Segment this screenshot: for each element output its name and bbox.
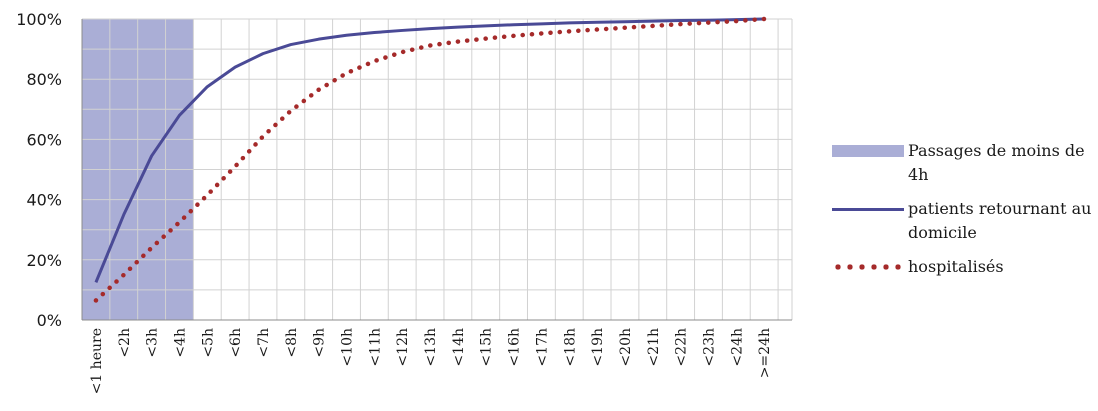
x-tick-label: <21h (646, 328, 662, 367)
series-line-hospitalises (93, 16, 767, 303)
chart-canvas: 0%20%40%60%80%100% <1 heure <2h <3h <4h <5h <… (16, 10, 793, 394)
y-tick-label: 60% (26, 130, 62, 149)
legend-item-highlight: Passages de moins de 4h (832, 139, 1094, 187)
x-tick-label: <12h (395, 328, 411, 367)
x-tick-label: <5h (200, 328, 216, 358)
legend-item-domicile: patients retournant au domicile (832, 197, 1094, 245)
legend-dots-swatch (832, 264, 904, 270)
x-tick-label: <16h (507, 328, 523, 367)
legend-area-swatch (832, 145, 904, 157)
y-tick-label: 100% (16, 10, 62, 29)
series-layer (93, 16, 767, 303)
legend-label-hospitalises: hospitalisés (908, 257, 1004, 276)
y-tick-label: 80% (26, 70, 62, 89)
y-axis-ticks: 0% 20% 40% 60% 80% 100% (16, 10, 62, 330)
x-tick-label: <4h (172, 328, 188, 358)
legend: Passages de moins de 4h patients retourn… (832, 139, 1094, 289)
y-tick-label: 40% (26, 191, 62, 210)
legend-line-swatch (832, 208, 904, 211)
grid (81, 18, 793, 321)
x-tick-label: <9h (312, 328, 328, 358)
x-axis-ticks: <1 heure <2h <3h <4h <5h <6h <7h <8h <9h <10h <11h… (89, 328, 773, 394)
x-tick-label: <1 heure (89, 328, 105, 394)
x-tick-label: <24h (729, 328, 745, 367)
x-tick-label: <13h (423, 328, 439, 367)
x-tick-label: <22h (674, 328, 690, 367)
legend-label-highlight: Passages de moins de 4h (908, 141, 1085, 184)
x-tick-label: <11h (367, 328, 383, 367)
x-tick-label: <17h (534, 328, 550, 367)
x-tick-label: <19h (590, 328, 606, 367)
x-tick-label: <8h (284, 328, 300, 358)
x-tick-label: <15h (479, 328, 495, 367)
legend-label-domicile: patients retournant au domicile (908, 199, 1092, 242)
x-tick-label: <2h (117, 328, 133, 358)
x-tick-label: <20h (618, 328, 634, 367)
x-tick-label: <7h (256, 328, 272, 358)
x-tick-label: <14h (451, 328, 467, 367)
y-tick-label: 20% (26, 251, 62, 270)
x-tick-label: <3h (145, 328, 161, 358)
legend-item-hospitalises: hospitalisés (832, 255, 1094, 279)
x-tick-label: <10h (340, 328, 356, 367)
x-tick-label: >=24h (757, 328, 773, 378)
x-tick-label: <18h (562, 328, 578, 367)
series-line-domicile (94, 17, 765, 283)
y-tick-label: 0% (37, 311, 62, 330)
x-tick-label: <23h (701, 328, 717, 367)
x-tick-label: <6h (228, 328, 244, 358)
